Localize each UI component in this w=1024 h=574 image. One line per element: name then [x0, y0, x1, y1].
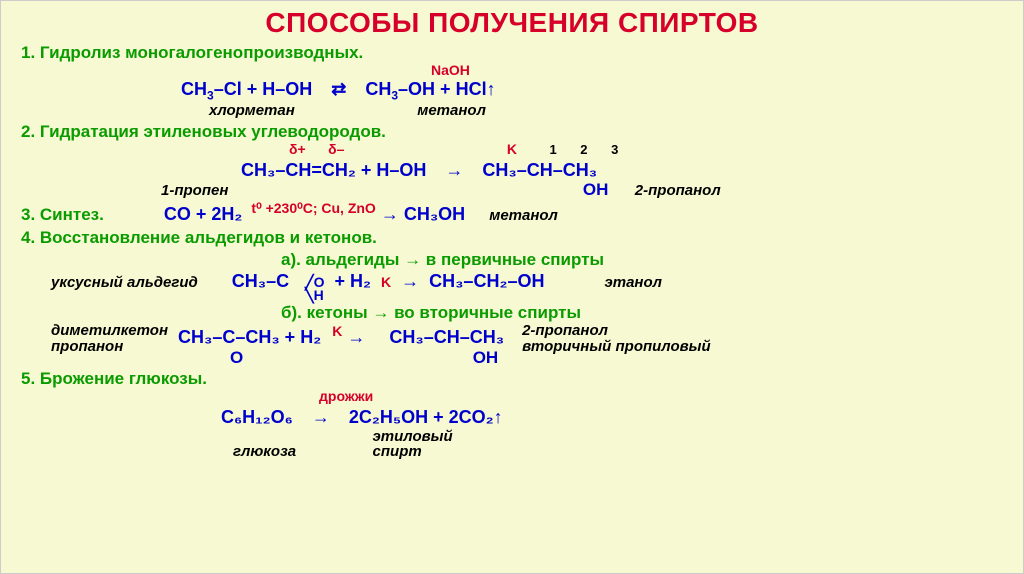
s1-rhs2: –OH + HCl↑	[398, 79, 496, 99]
s4a-rhs: CH₃–CH₂–OH	[429, 270, 544, 293]
s2-oh: OH	[583, 180, 609, 199]
eq-5: дрожжи C₆H₁₂O₆ → 2C₂H₅OH + 2CO₂↑ глюкоза…	[221, 389, 1003, 461]
catalyst-1: NaOH	[431, 63, 1003, 78]
s5-label-right-top: этиловый	[373, 429, 453, 445]
eq-2: δ+ δ– K 1 2 3 CH₃–CH=CH₂ + H–OH → CH₃–CH…	[241, 142, 1003, 200]
s3-arrow: →	[381, 204, 399, 224]
s4b-lhs: CH₃–C–CH₃ + H₂	[178, 327, 321, 347]
s4b-oh: OH	[473, 348, 499, 367]
s5-label-right-bot: спирт	[373, 444, 453, 460]
s3-cond: t⁰ +230⁰C; Cu, ZnO	[251, 200, 375, 216]
s1-lhs2: –Cl + H–OH	[214, 79, 313, 99]
s2-dminus: δ–	[328, 141, 344, 157]
s4a-head: а). альдегиды → в первичные спирты	[281, 250, 1003, 270]
s4a-lhs1: CH₃–C	[232, 270, 289, 293]
s4b-head: б). кетоны → во вторичные спирты	[281, 303, 1003, 323]
s2-cat: K	[507, 141, 517, 157]
s2-idx: 1 2 3	[549, 142, 628, 157]
s4a-plus: + H₂	[334, 270, 371, 293]
section-3-head: 3. Синтез.	[21, 205, 104, 225]
s2-rhs: CH₃–CH–CH₃	[482, 160, 597, 180]
s1-lhs1: CH	[181, 79, 207, 99]
s3-lhs: CO + 2H₂	[164, 204, 243, 224]
s1-rhs1: CH	[365, 79, 391, 99]
s4b-o: O	[230, 348, 243, 367]
s4b-label-left-bot: пропанон	[51, 339, 168, 355]
s3-rhs: CH₃OH	[404, 204, 465, 224]
s4a-label-left: уксусный альдегид	[51, 275, 198, 291]
s5-cat: дрожжи	[319, 388, 373, 404]
eq-1: NaOH CH3–Cl + H–OH ⇄ CH3–OH + HCl↑ хлорм…	[181, 63, 1003, 120]
s4a-label-right: этанол	[604, 275, 662, 291]
s3-label-right: метанол	[489, 207, 558, 224]
eq-4b: диметилкетон пропанон CH₃–C–CH₃ + H₂ K →…	[51, 323, 1003, 367]
s4b-label-right-bot: вторичный пропиловый	[522, 339, 711, 355]
s1-label-right: метанол	[417, 102, 486, 119]
s2-lhs: CH₃–CH=CH₂ + H–OH	[241, 160, 426, 180]
s5-rhs: 2C₂H₅OH + 2CO₂↑	[349, 407, 503, 427]
section-2-head: 2. Гидратация этиленовых углеводородов.	[21, 122, 1003, 142]
section-3-row: 3. Синтез. CO + 2H₂ t⁰ +230⁰C; Cu, ZnO →…	[21, 200, 1003, 226]
s4a-cat: K	[381, 275, 391, 290]
page-title: СПОСОБЫ ПОЛУЧЕНИЯ СПИРТОВ	[21, 7, 1003, 39]
s4b-label-left-top: диметилкетон	[51, 323, 168, 339]
s2-label-left: 1-пропен	[161, 182, 228, 199]
s2-dplus: δ+	[289, 141, 306, 157]
s5-arrow: →	[312, 407, 330, 427]
section-1-head: 1. Гидролиз моногалогенопроизводных.	[21, 43, 1003, 63]
s4b-rhs: CH₃–CH–CH₃	[389, 327, 504, 347]
s1-label-left: хлорметан	[209, 102, 295, 119]
s5-lhs: C₆H₁₂O₆	[221, 407, 293, 427]
section-4-head: 4. Восстановление альдегидов и кетонов.	[21, 228, 1003, 248]
s1-lhs1sub: 3	[207, 88, 214, 102]
s4b-arrow: →	[347, 327, 365, 347]
chemistry-poster: СПОСОБЫ ПОЛУЧЕНИЯ СПИРТОВ 1. Гидролиз мо…	[0, 0, 1024, 574]
s4b-cat: K	[332, 323, 342, 339]
s4a-frac-bot: H	[314, 287, 324, 303]
s2-arrow: →	[445, 160, 463, 180]
section-5-head: 5. Брожение глюкозы.	[21, 369, 1003, 389]
s4a-arrow: →	[401, 270, 419, 293]
s5-label-left: глюкоза	[233, 443, 296, 460]
eq-4a: уксусный альдегид CH₃–C ╱O ╲H + H₂ K → C…	[51, 270, 1003, 301]
s4b-label-right-top: 2-пропанол	[522, 323, 711, 339]
s2-label-right: 2-пропанол	[635, 182, 721, 199]
s1-arrow: ⇄	[331, 79, 346, 99]
